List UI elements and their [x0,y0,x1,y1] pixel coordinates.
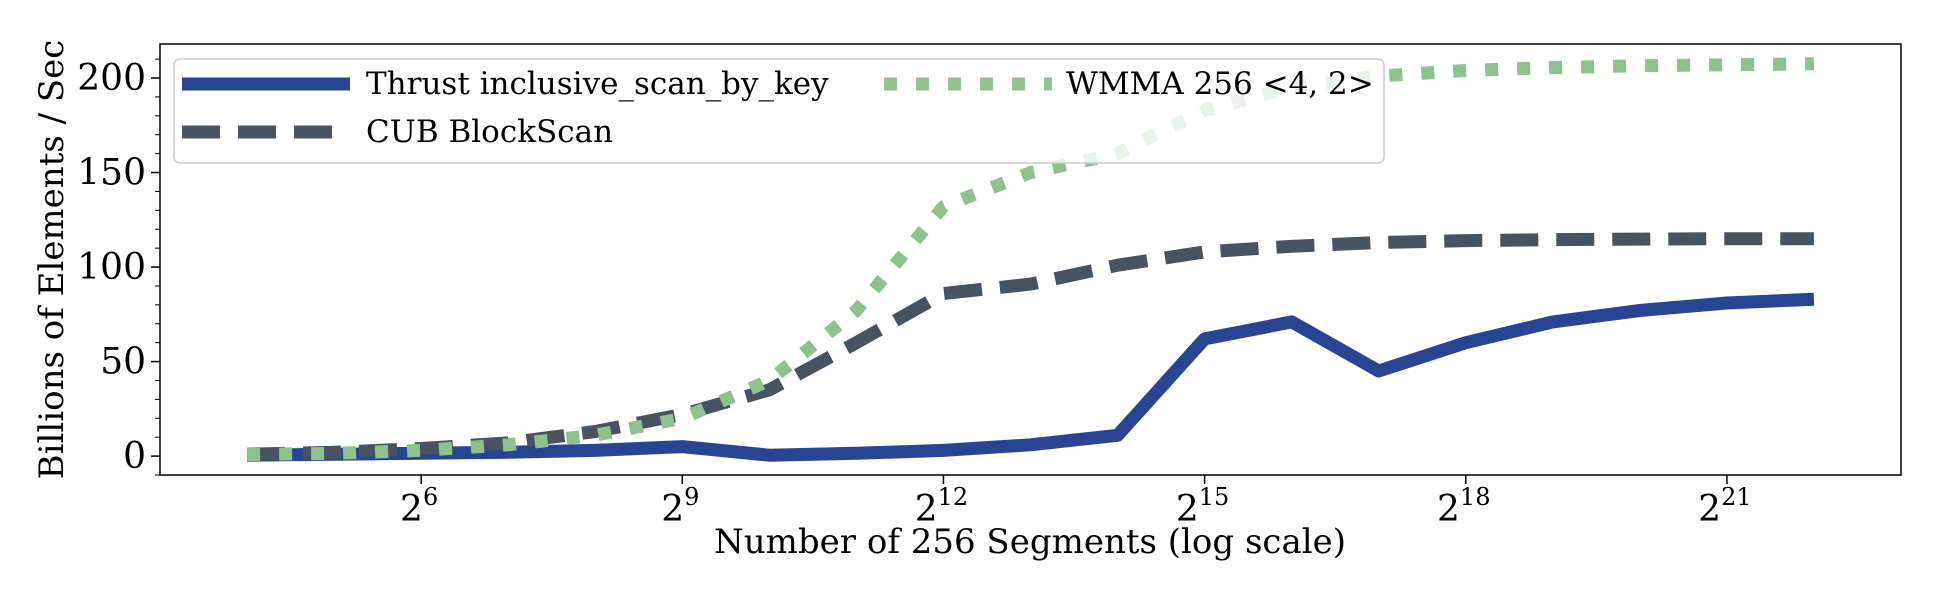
x-tick-label: 26 [400,483,438,530]
y-tick-label: 100 [77,247,146,288]
x-tick-exponent: 6 [423,483,438,511]
x-tick-label: 218 [1437,483,1490,530]
x-tick-base: 2 [661,489,684,530]
y-tick-label: 50 [100,342,146,383]
x-tick-label: 221 [1698,483,1751,530]
x-tick-exponent: 18 [1460,483,1491,511]
x-tick-label: 215 [1176,483,1229,530]
legend-label-1: Thrust inclusive_scan_by_key [366,66,829,102]
x-axis: 26 29 212 215 218 221 [400,475,1752,530]
x-tick-base: 2 [915,489,938,530]
legend-label-2: CUB BlockScan [366,114,613,150]
series-line-3 [247,57,1814,462]
x-tick-label: 212 [915,483,968,530]
series-line-1 [247,292,1815,462]
x-tick-base: 2 [1698,489,1721,530]
x-tick-exponent: 9 [684,483,699,511]
y-tick-label: 200 [77,58,146,99]
y-tick-label: 0 [123,436,146,477]
x-tick-exponent: 21 [1721,483,1752,511]
y-axis: 0 50 100 150 200 [77,58,160,477]
x-tick-exponent: 12 [938,483,969,511]
series-lines [246,57,1815,462]
x-tick-base: 2 [1437,489,1460,530]
y-axis-label: Billions of Elements / Sec [32,40,72,480]
legend-box [173,58,1385,164]
legend-label-3: WMMA 256 <4, 2> [1066,66,1374,102]
x-tick-label: 29 [661,483,699,530]
legend: Thrust inclusive_scan_by_key WMMA 256 <4,… [173,58,1385,164]
x-tick-exponent: 15 [1199,483,1230,511]
x-tick-base: 2 [1176,489,1199,530]
x-axis-label: Number of 256 Segments (log scale) [714,522,1346,562]
series-line-2 [246,232,1814,461]
x-tick-base: 2 [400,489,423,530]
y-tick-label: 150 [77,153,146,194]
plot-frame [159,43,1902,476]
